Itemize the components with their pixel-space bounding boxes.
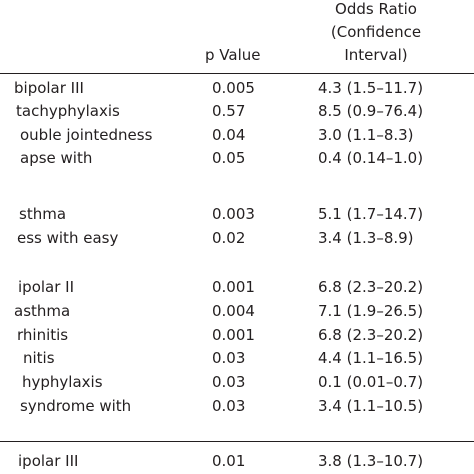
odds-ratio: 3.4 (1.3–8.9) (318, 229, 414, 247)
p-value: 0.04 (212, 126, 246, 144)
row-label: sthma (19, 205, 67, 223)
group-rule (0, 441, 474, 442)
header-p-value: p Value (205, 46, 261, 64)
p-value: 0.003 (212, 205, 255, 223)
odds-ratio: 7.1 (1.9–26.5) (318, 302, 424, 320)
p-value: 0.03 (212, 349, 246, 367)
odds-ratio: 4.4 (1.1–16.5) (318, 349, 424, 367)
header-rule (0, 73, 474, 74)
row-label: rhinitis (17, 326, 69, 344)
p-value: 0.03 (212, 373, 246, 391)
header-or-line: Interval) (344, 46, 408, 64)
odds-ratio: 6.8 (2.3–20.2) (318, 326, 424, 344)
row-label: tachyphylaxis (16, 102, 120, 120)
odds-ratio: 3.8 (1.3–10.7) (318, 452, 424, 470)
row-label: nitis (23, 349, 55, 367)
p-value: 0.004 (212, 302, 255, 320)
row-label: syndrome with (20, 397, 132, 415)
header-or-line: Odds Ratio (335, 0, 417, 18)
header-or-line: (Confidence (330, 23, 422, 41)
odds-ratio: 6.8 (2.3–20.2) (318, 278, 424, 296)
odds-ratio: 3.4 (1.1–10.5) (318, 397, 424, 415)
row-label: hyphylaxis (22, 373, 103, 391)
row-label: ouble jointedness (20, 126, 153, 144)
row-label: ess with easy (17, 229, 119, 247)
row-label: asthma (14, 302, 71, 320)
p-value: 0.02 (212, 229, 246, 247)
p-value: 0.01 (212, 452, 246, 470)
p-value: 0.05 (212, 149, 246, 167)
odds-ratio: 5.1 (1.7–14.7) (318, 205, 424, 223)
p-value: 0.57 (212, 102, 246, 120)
row-label: ipolar III (18, 452, 79, 470)
odds-ratio: 4.3 (1.5–11.7) (318, 79, 424, 97)
p-value: 0.001 (212, 278, 255, 296)
odds-ratio: 0.1 (0.01–0.7) (318, 373, 424, 391)
p-value: 0.001 (212, 326, 255, 344)
odds-ratio: 3.0 (1.1–8.3) (318, 126, 414, 144)
odds-ratio: 0.4 (0.14–1.0) (318, 149, 424, 167)
row-label: bipolar III (14, 79, 84, 97)
p-value: 0.03 (212, 397, 246, 415)
odds-ratio: 8.5 (0.9–76.4) (318, 102, 424, 120)
row-label: ipolar II (18, 278, 75, 296)
row-label: apse with (20, 149, 93, 167)
p-value: 0.005 (212, 79, 255, 97)
